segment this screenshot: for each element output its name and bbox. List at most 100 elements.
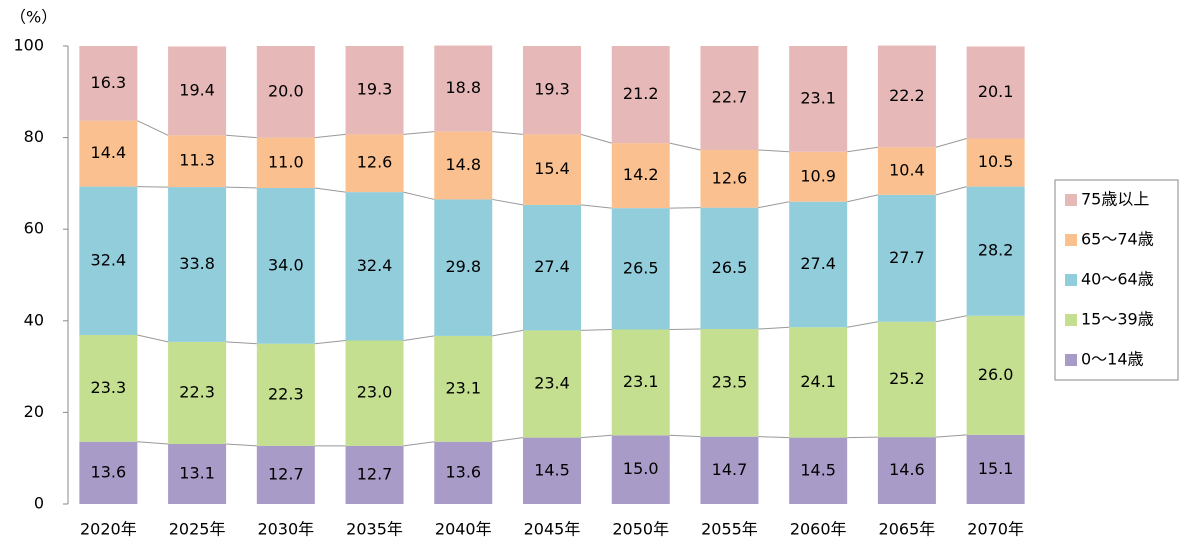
connector — [315, 134, 346, 137]
data-label: 23.3 — [91, 378, 127, 397]
connector — [581, 435, 612, 437]
x-tick-label: 2035年 — [346, 520, 403, 539]
data-label: 19.4 — [179, 80, 215, 99]
data-label: 14.7 — [712, 460, 748, 479]
connector — [492, 330, 523, 335]
connector — [847, 195, 878, 202]
data-label: 21.2 — [623, 84, 659, 103]
data-label: 26.0 — [978, 365, 1014, 384]
data-label: 27.4 — [800, 254, 836, 273]
data-label: 22.3 — [179, 382, 215, 401]
data-label: 13.1 — [179, 464, 215, 483]
x-tick-label: 2020年 — [80, 520, 137, 539]
connector — [492, 438, 523, 442]
connector — [758, 437, 789, 438]
data-label: 14.5 — [534, 460, 570, 479]
data-label: 14.4 — [91, 143, 127, 162]
connector — [936, 316, 967, 322]
data-label: 16.3 — [91, 73, 127, 92]
connector — [404, 442, 435, 446]
legend-swatch — [1065, 314, 1077, 326]
y-tick-label: 40 — [24, 310, 44, 329]
data-label: 28.2 — [978, 241, 1014, 260]
legend-label: 65〜74歳 — [1081, 230, 1154, 249]
data-label: 12.6 — [357, 153, 393, 172]
data-label: 32.4 — [357, 256, 393, 275]
x-tick-label: 2060年 — [790, 520, 847, 539]
data-label: 22.3 — [268, 384, 304, 403]
data-label: 12.7 — [357, 464, 393, 483]
connector — [315, 188, 346, 192]
connector — [315, 340, 346, 343]
connector — [670, 143, 701, 150]
data-label: 23.1 — [800, 88, 836, 107]
data-label: 10.4 — [889, 161, 925, 180]
data-label: 14.5 — [800, 460, 836, 479]
connector — [137, 121, 168, 136]
data-label: 27.4 — [534, 257, 570, 276]
y-unit-label: （%） — [10, 8, 57, 27]
data-label: 10.5 — [978, 152, 1014, 171]
y-tick-label: 20 — [24, 402, 44, 421]
y-tick-label: 100 — [13, 36, 44, 55]
connector — [404, 132, 435, 135]
x-tick-label: 2065年 — [879, 520, 936, 539]
data-label: 33.8 — [179, 254, 215, 273]
y-tick-label: 80 — [24, 127, 44, 146]
x-tick-label: 2045年 — [524, 520, 581, 539]
data-label: 26.5 — [623, 258, 659, 277]
connector — [936, 139, 967, 148]
data-label: 19.3 — [534, 80, 570, 99]
connector — [670, 435, 701, 436]
connector — [492, 132, 523, 135]
connector — [137, 442, 168, 444]
data-label: 29.8 — [445, 257, 481, 276]
connector — [581, 205, 612, 208]
x-tick-label: 2055年 — [701, 520, 758, 539]
data-label: 26.5 — [712, 258, 748, 277]
legend-label: 0〜14歳 — [1081, 350, 1144, 369]
legend-label: 75歳以上 — [1081, 190, 1149, 209]
data-label: 20.1 — [978, 82, 1014, 101]
data-label: 10.9 — [800, 166, 836, 185]
data-label: 27.7 — [889, 248, 925, 267]
data-label: 32.4 — [91, 250, 127, 269]
data-label: 12.6 — [712, 168, 748, 187]
connector — [137, 335, 168, 342]
connector — [226, 444, 257, 446]
data-label: 23.1 — [445, 378, 481, 397]
legend-swatch — [1065, 194, 1077, 206]
connector — [404, 336, 435, 341]
connector — [492, 199, 523, 204]
data-label: 23.5 — [712, 372, 748, 391]
data-label: 22.7 — [712, 87, 748, 106]
data-label: 13.6 — [91, 462, 127, 481]
data-label: 14.8 — [445, 155, 481, 174]
connector — [226, 135, 257, 137]
data-label: 15.0 — [623, 459, 659, 478]
connector — [847, 147, 878, 152]
data-label: 20.0 — [268, 81, 304, 100]
data-label: 13.6 — [445, 462, 481, 481]
x-tick-label: 2040年 — [435, 520, 492, 539]
connector — [226, 342, 257, 344]
data-label: 18.8 — [445, 78, 481, 97]
connector — [758, 327, 789, 329]
connector — [758, 150, 789, 152]
legend-label: 15〜39歳 — [1081, 310, 1154, 329]
data-label: 12.7 — [268, 464, 304, 483]
x-tick-label: 2070年 — [967, 520, 1024, 539]
connector — [581, 134, 612, 143]
legend-swatch — [1065, 274, 1077, 286]
data-label: 15.4 — [534, 159, 570, 178]
legend-swatch — [1065, 234, 1077, 246]
data-label: 19.3 — [357, 80, 393, 99]
y-tick-label: 0 — [34, 494, 44, 513]
data-label: 23.1 — [623, 372, 659, 391]
connector — [758, 202, 789, 208]
data-label: 11.3 — [179, 151, 215, 170]
legend-swatch — [1065, 354, 1077, 366]
connector — [581, 330, 612, 331]
data-label: 25.2 — [889, 369, 925, 388]
